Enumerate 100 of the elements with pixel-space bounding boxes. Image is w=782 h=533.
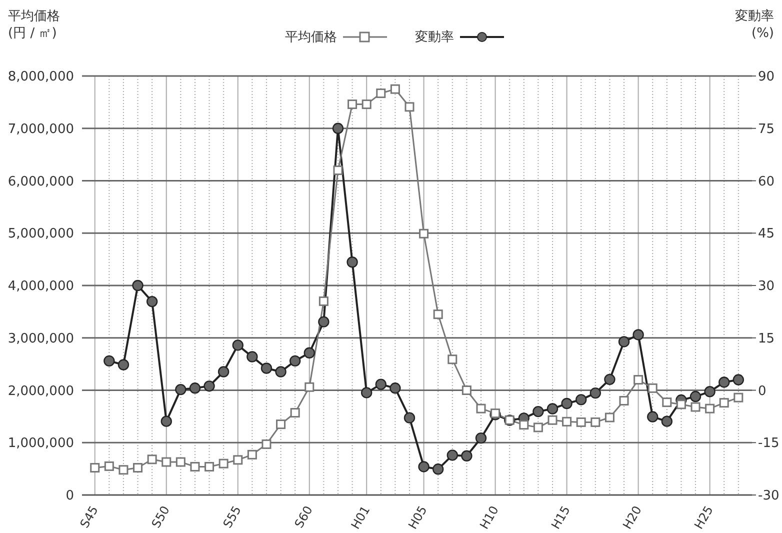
y-tick-label: 4,000,000 — [8, 279, 74, 294]
point — [362, 100, 372, 110]
point — [690, 390, 702, 402]
y-tick-label: 7,000,000 — [8, 122, 74, 137]
y2-tick-label: 45 — [758, 226, 775, 242]
point — [448, 354, 458, 364]
point — [190, 462, 200, 472]
point — [604, 412, 614, 422]
point — [146, 296, 158, 308]
point — [476, 404, 486, 414]
legend-label: 変動率 — [415, 29, 454, 46]
point — [404, 102, 414, 112]
point — [704, 386, 716, 398]
point — [390, 84, 400, 94]
point — [104, 355, 115, 367]
point — [690, 402, 700, 412]
point — [433, 310, 443, 320]
y-tick-label: 0 — [66, 488, 74, 504]
point — [718, 376, 730, 388]
point — [576, 394, 587, 406]
point — [118, 359, 130, 370]
y2-tick-label: 15 — [758, 331, 775, 346]
point — [734, 392, 744, 402]
point — [590, 387, 602, 399]
point — [705, 404, 715, 414]
y-tick-label: 8,000,000 — [8, 70, 74, 85]
point — [590, 417, 600, 427]
point — [333, 166, 343, 176]
y2-tick-label: 0 — [758, 384, 766, 399]
point — [375, 378, 386, 390]
point — [462, 386, 472, 395]
point — [147, 454, 157, 464]
point — [204, 380, 215, 392]
point — [175, 384, 186, 396]
point — [176, 457, 186, 467]
point — [648, 383, 658, 393]
point — [546, 403, 558, 414]
point — [218, 458, 228, 468]
point — [475, 432, 487, 444]
y2-tick-label: 60 — [758, 174, 775, 190]
point — [519, 420, 529, 430]
point — [133, 463, 143, 473]
legend-label: 平均価格 — [285, 29, 337, 46]
point — [348, 100, 358, 110]
point — [304, 347, 315, 358]
point — [304, 382, 314, 392]
y-tick-label: 1,000,000 — [8, 436, 74, 452]
point — [233, 455, 243, 465]
point — [647, 411, 658, 422]
point — [189, 382, 201, 394]
point — [160, 416, 172, 427]
point — [232, 340, 244, 351]
point — [732, 374, 744, 386]
point — [218, 366, 230, 378]
point — [262, 439, 272, 449]
point — [247, 450, 257, 460]
point — [404, 412, 416, 424]
point — [662, 398, 672, 408]
point — [548, 415, 558, 425]
point — [576, 417, 586, 427]
point — [390, 382, 401, 394]
point — [461, 450, 472, 462]
point — [604, 374, 616, 386]
y2-tick-label: 30 — [758, 279, 775, 294]
point — [332, 122, 344, 134]
point — [418, 461, 430, 472]
point — [661, 416, 673, 427]
point — [290, 408, 300, 418]
point — [376, 88, 386, 98]
y-tick-label: 2,000,000 — [8, 384, 74, 399]
point — [562, 416, 572, 426]
point — [432, 464, 444, 475]
point — [246, 351, 258, 362]
point — [446, 450, 458, 461]
y-tick-label: 3,000,000 — [8, 331, 74, 346]
point — [118, 465, 128, 475]
point — [275, 366, 286, 378]
point — [676, 400, 686, 410]
point — [346, 256, 358, 268]
y2-tick-label: 75 — [758, 122, 775, 137]
point — [260, 362, 272, 374]
point — [561, 398, 572, 410]
point — [419, 228, 429, 238]
y-tick-label: 6,000,000 — [8, 174, 74, 190]
y2-tick-label: 90 — [758, 70, 775, 85]
point — [532, 406, 544, 418]
y2-tick-label: -30 — [758, 488, 780, 504]
point — [162, 457, 172, 467]
point — [632, 329, 644, 340]
point — [90, 463, 100, 473]
point — [276, 420, 286, 430]
point — [634, 375, 644, 385]
point — [204, 462, 214, 472]
y-axis-title: 平均価格 (円 / ㎡) — [8, 8, 60, 42]
point — [132, 280, 144, 292]
point — [619, 396, 629, 406]
point — [318, 296, 328, 306]
point — [533, 422, 543, 432]
point — [318, 316, 330, 328]
y2-axis-title: 変動率 (%) — [735, 8, 774, 42]
